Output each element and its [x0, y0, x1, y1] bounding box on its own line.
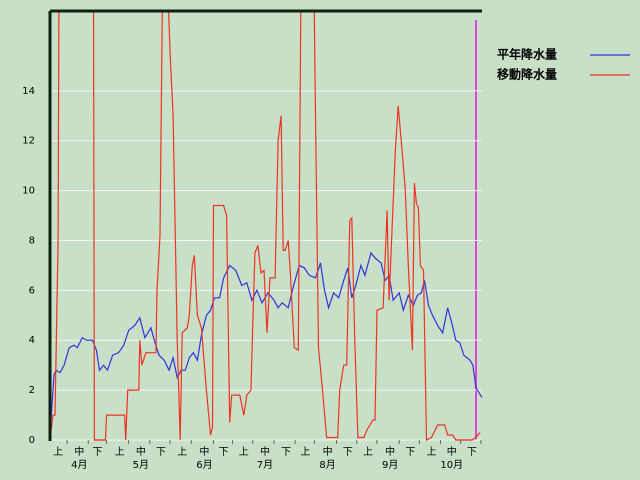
x-tick-label: 下 [281, 447, 291, 458]
month-label: 5月 [133, 459, 149, 471]
y-tick-label: 10 [22, 186, 35, 197]
x-tick-label: 中 [136, 445, 146, 458]
month-label: 9月 [382, 459, 398, 471]
x-tick-label: 下 [343, 447, 353, 458]
x-tick-label: 中 [199, 445, 209, 458]
x-tick-label: 下 [405, 447, 415, 458]
x-tick-label: 下 [156, 447, 166, 458]
x-tick-label: 中 [323, 445, 333, 458]
x-tick-label: 中 [447, 445, 457, 458]
x-tick-label: 中 [74, 445, 84, 458]
x-tick-label: 上 [363, 446, 373, 458]
x-tick-label: 中 [385, 445, 395, 458]
x-tick-label: 下 [219, 447, 229, 458]
y-tick-label: 8 [29, 235, 35, 246]
month-label: 6月 [196, 459, 212, 471]
legend-label: 平年降水量 [497, 47, 557, 62]
x-tick-label: 上 [115, 446, 125, 458]
x-tick-label: 中 [260, 445, 270, 458]
y-tick-label: 12 [22, 136, 35, 147]
y-tick-label: 14 [22, 86, 35, 97]
month-label: 8月 [319, 459, 335, 471]
y-tick-label: 6 [29, 285, 35, 296]
month-label: 10月 [440, 459, 463, 471]
x-tick-label: 上 [53, 446, 63, 458]
series-line [50, 11, 481, 441]
month-label: 4月 [71, 459, 87, 471]
x-tick-label: 上 [427, 446, 437, 458]
x-tick-label: 上 [177, 446, 187, 458]
month-label: 7月 [257, 459, 273, 471]
x-tick-label: 上 [300, 446, 310, 458]
x-tick-label: 上 [239, 446, 249, 458]
legend-label: 移動降水量 [497, 67, 557, 82]
y-tick-label: 2 [29, 385, 35, 396]
y-tick-label: 0 [29, 435, 35, 446]
x-tick-label: 下 [92, 447, 102, 458]
y-tick-label: 4 [29, 335, 35, 346]
series-line [50, 251, 482, 436]
x-tick-label: 下 [467, 447, 477, 458]
